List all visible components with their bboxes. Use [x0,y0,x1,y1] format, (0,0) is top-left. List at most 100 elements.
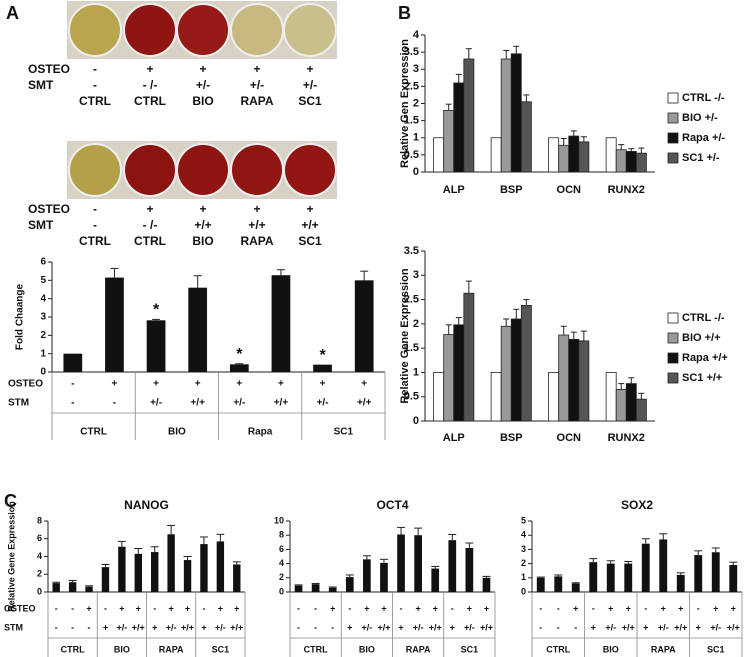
x-tick-label: BSP [500,432,523,444]
group-label: SC1 [461,644,479,654]
table-cell: +/- [215,622,226,632]
bar [433,372,445,422]
bar [606,563,615,592]
well-label: + [199,202,206,216]
y-tick-label: 1.5 [404,115,419,127]
bar [105,277,124,372]
well-label: + [253,62,260,76]
y-tick-label: 0 [279,586,284,596]
table-cell: +/- [317,398,329,409]
table-cell: + [168,603,173,613]
bar [101,567,110,592]
table-cell: - [71,622,74,632]
legend-swatch [667,132,679,144]
table-cell: + [185,603,190,613]
y-tick-label: 4 [40,293,46,304]
table-cell: +/+ [674,622,687,632]
bar [465,547,474,592]
y-tick-label: 1 [40,348,46,359]
table-cell: +/+ [480,622,493,632]
row-label: OSTEO [28,62,70,76]
well [176,143,230,197]
y-axis-label: Relative Gene Expression [399,268,411,403]
table-cell: +/- [166,622,177,632]
bar [463,58,475,173]
well-label: CTRL [134,234,166,248]
table-cell: + [347,622,352,632]
y-tick-label: 6 [40,257,46,268]
well-label: - /- [143,78,158,92]
x-tick-label: BSP [500,184,523,196]
bar [414,535,422,592]
well [283,143,337,197]
y-tick-label: 0 [413,166,419,178]
y-axis-label: Relative Gene Expression [6,501,16,612]
well-label: CTRL [134,94,166,108]
table-cell: +/+ [230,622,243,632]
bar [443,109,455,173]
table-cell: + [713,603,718,613]
bar [200,544,208,592]
annotation: * [236,346,243,363]
bar [694,555,703,592]
bar [589,562,598,592]
table-cell: + [201,622,206,632]
group-label: BIO [603,644,619,654]
table-cell: +/- [150,398,162,409]
table-cell: - [644,603,647,613]
group-label: CTRL [80,427,107,438]
bar [711,552,720,592]
bar [85,586,93,592]
y-tick-label: 2.5 [404,293,419,305]
table-cell: + [234,603,239,613]
table-cell: + [573,603,578,613]
bar [453,82,465,173]
table-cell: - [539,603,542,613]
table-cell: - [331,622,334,632]
row-label: STM [8,398,29,409]
well-label: +/+ [194,218,211,232]
table-cell: + [112,379,118,390]
table-cell: + [626,603,631,613]
y-tick-label: 3 [413,269,419,281]
table-cell: + [433,603,438,613]
bar [568,135,580,173]
well-label: RAPA [240,234,273,248]
bar [520,304,532,422]
table-cell: - [697,603,700,613]
well-label: BIO [192,94,213,108]
bar [510,53,522,173]
table-cell: +/- [413,622,424,632]
table-cell: + [136,603,141,613]
table-cell: + [643,622,648,632]
well [230,3,284,57]
legend-swatch [667,92,679,104]
y-tick-label: 0.5 [404,391,419,403]
bar [641,543,650,592]
table-cell: + [236,379,242,390]
table-cell: +/+ [377,622,390,632]
bar [397,534,405,592]
y-tick-label: 1.5 [404,342,419,354]
bar [490,137,502,173]
well-label: +/+ [301,218,318,232]
table-cell: - [104,603,107,613]
legend-label: CTRL -/- [682,312,725,324]
legend-swatch [667,332,679,344]
table-cell: +/- [233,398,245,409]
well [283,3,337,57]
table-cell: - [574,622,577,632]
table-cell: - [153,603,156,613]
y-tick-label: 4 [37,551,42,561]
chart-title: SOX2 [621,498,653,512]
bar [482,577,491,592]
annotation: * [319,347,326,364]
row-label: OSTEO [4,603,36,613]
table-cell: + [484,603,489,613]
x-tick-label: ALP [443,432,465,444]
y-tick-label: 4 [413,29,420,41]
table-cell: +/+ [727,622,740,632]
table-cell: + [364,603,369,613]
group-label: RAPA [406,644,431,654]
bar [216,541,225,592]
